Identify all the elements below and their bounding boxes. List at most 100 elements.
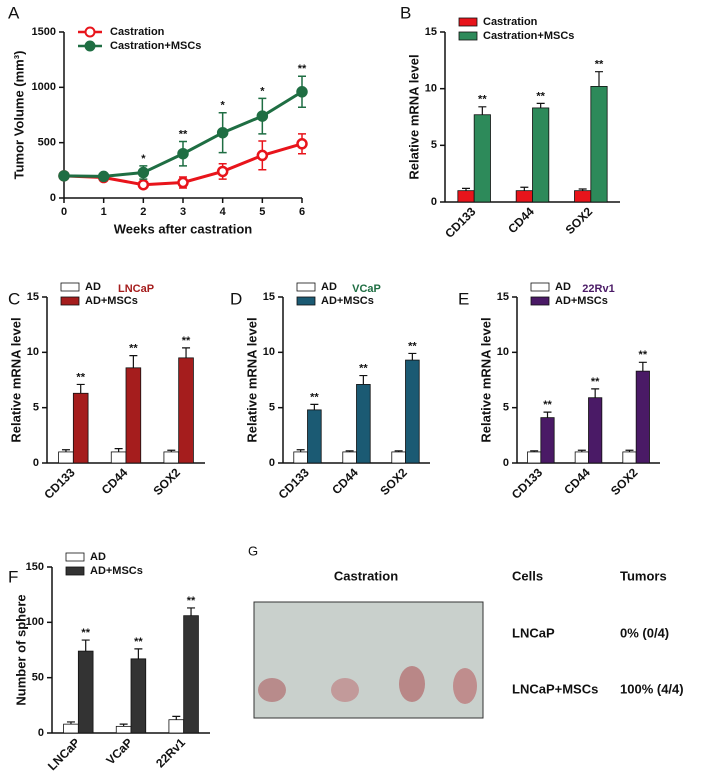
bar — [473, 114, 491, 203]
data-point — [137, 178, 150, 191]
legend-swatch — [60, 296, 80, 306]
error-bar — [296, 449, 305, 452]
y-tick-label: 5 — [431, 139, 437, 151]
legend-swatch — [60, 282, 80, 292]
significance: ** — [298, 63, 307, 75]
y-tick-label: 100 — [26, 616, 44, 628]
significance: ** — [179, 128, 188, 140]
x-tick-label: 5 — [259, 206, 265, 218]
legend-swatch — [458, 17, 478, 27]
error-bar — [61, 449, 70, 452]
y-axis-label: Relative mRNA level — [478, 317, 493, 442]
bar — [540, 417, 555, 464]
legend-swatch — [65, 566, 85, 576]
bar — [115, 725, 132, 734]
data-point — [256, 149, 269, 162]
legend-swatch — [530, 282, 550, 292]
error-bar — [577, 449, 586, 452]
significance: ** — [129, 343, 138, 355]
tumor — [331, 678, 359, 702]
bar — [342, 451, 357, 464]
significance: ** — [182, 335, 191, 347]
table-cell: 0% (0/4) — [620, 625, 669, 640]
error-bar — [129, 355, 138, 368]
x-tick-label: CD133 — [41, 465, 78, 502]
panel-label: G — [248, 543, 258, 558]
error-bar — [134, 648, 143, 659]
legend-swatch — [296, 282, 316, 292]
y-tick-label: 0 — [503, 457, 509, 469]
tumor — [453, 668, 477, 704]
panel-label: D — [230, 289, 242, 308]
table-cell: 100% (4/4) — [620, 681, 684, 696]
legend-label: Castration+MSCs — [110, 40, 201, 52]
legend-marker — [84, 26, 96, 38]
y-tick-label: 10 — [263, 346, 275, 358]
significance: * — [221, 100, 226, 112]
legend-label: Castration — [483, 16, 538, 28]
bar — [130, 658, 147, 734]
bar — [527, 451, 542, 464]
data-point — [296, 86, 308, 98]
x-tick-label: CD133 — [509, 465, 546, 502]
significance: ** — [187, 595, 196, 607]
y-axis-label: Number of sphere — [13, 594, 28, 705]
x-tick-label: CD133 — [276, 465, 313, 502]
bar — [183, 615, 199, 734]
legend-label: AD — [555, 281, 571, 293]
error-bar — [520, 186, 529, 191]
bar — [588, 397, 603, 464]
data-point — [296, 138, 308, 150]
bar — [457, 190, 475, 203]
x-tick-label: CD44 — [505, 204, 537, 236]
table-header: Tumors — [620, 568, 667, 583]
x-tick-label: 2 — [140, 206, 146, 218]
error-bar — [543, 411, 552, 418]
bar — [590, 86, 608, 203]
error-bar — [167, 449, 176, 452]
significance: ** — [595, 59, 604, 71]
panel-label: A — [8, 3, 20, 22]
legend-label: AD — [90, 551, 106, 563]
y-tick-label: 15 — [497, 291, 509, 303]
table-cell: LNCaP — [512, 625, 555, 640]
significance: ** — [359, 362, 368, 374]
data-point — [97, 170, 110, 183]
error-bar — [638, 361, 647, 372]
y-tick-label: 5 — [503, 402, 509, 414]
error-bar — [578, 188, 587, 191]
x-tick-label: CD44 — [561, 465, 593, 497]
y-axis-label: Relative mRNA level — [244, 317, 259, 442]
error-bar — [359, 374, 368, 385]
bar — [125, 367, 142, 464]
panel-label: C — [8, 289, 20, 308]
chart-title: VCaP — [352, 283, 381, 295]
significance: * — [260, 85, 265, 97]
y-tick-label: 15 — [263, 291, 275, 303]
legend-label: AD+MSCs — [555, 295, 608, 307]
legend-swatch — [530, 296, 550, 306]
x-tick-label: 6 — [299, 206, 305, 218]
x-tick-label: 3 — [180, 206, 186, 218]
legend-label: AD — [85, 281, 101, 293]
x-tick-label: LNCaP — [45, 735, 83, 773]
bar — [391, 451, 406, 464]
error-bar — [345, 450, 354, 452]
error-bar — [114, 448, 123, 452]
bar — [293, 451, 308, 464]
bar — [635, 370, 650, 464]
panel-label: B — [400, 3, 411, 22]
x-tick-label: SOX2 — [377, 465, 410, 498]
y-tick-label: 1000 — [32, 81, 56, 93]
error-bar — [394, 450, 403, 452]
x-tick-label: 0 — [61, 206, 67, 218]
y-tick-label: 10 — [425, 83, 437, 95]
significance: ** — [543, 399, 552, 411]
y-tick-label: 5 — [33, 402, 39, 414]
y-tick-label: 0 — [38, 727, 44, 739]
table-header: Cells — [512, 568, 543, 583]
bar — [77, 650, 94, 734]
y-tick-label: 5 — [269, 402, 275, 414]
y-tick-label: 0 — [269, 457, 275, 469]
y-tick-label: 10 — [497, 346, 509, 358]
